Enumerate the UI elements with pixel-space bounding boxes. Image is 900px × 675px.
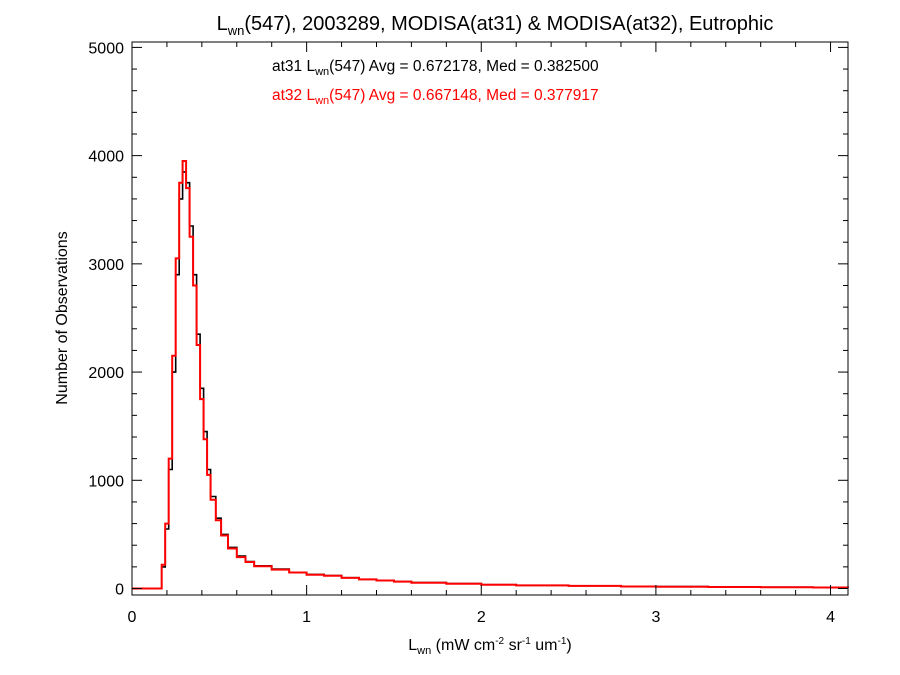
y-tick-label: 1000 bbox=[88, 473, 124, 490]
series-layer bbox=[132, 160, 849, 590]
legend-entry-at31: at31 Lwn(547) Avg = 0.672178, Med = 0.38… bbox=[272, 58, 599, 78]
plot-frame bbox=[131, 41, 849, 596]
x-tick-label: 1 bbox=[302, 609, 311, 626]
x-tick-label: 3 bbox=[651, 609, 660, 626]
x-tick-label: 0 bbox=[128, 609, 137, 626]
tick-layer: 0 1 2 3 4 0 1000 2000 3000 4000 5000 bbox=[88, 40, 848, 626]
series-at32-line bbox=[132, 160, 849, 590]
y-tick-label: 0 bbox=[115, 582, 124, 599]
y-tick-label: 2000 bbox=[88, 365, 124, 382]
x-axis-label: Lwn (mW cm-2 sr-1 um-1) bbox=[408, 636, 571, 657]
x-tick-label: 2 bbox=[477, 609, 486, 626]
y-tick-label: 5000 bbox=[88, 40, 124, 57]
y-axis-label: Number of Observations bbox=[54, 231, 71, 404]
legend-entry-at32: at32 Lwn(547) Avg = 0.667148, Med = 0.37… bbox=[272, 87, 599, 107]
y-tick-label: 3000 bbox=[88, 257, 124, 274]
y-tick-label: 4000 bbox=[88, 149, 124, 166]
x-tick-label: 4 bbox=[826, 609, 835, 626]
series-at31-line bbox=[132, 171, 849, 590]
chart-title: Lwn(547), 2003289, MODISA(at31) & MODISA… bbox=[217, 13, 774, 38]
